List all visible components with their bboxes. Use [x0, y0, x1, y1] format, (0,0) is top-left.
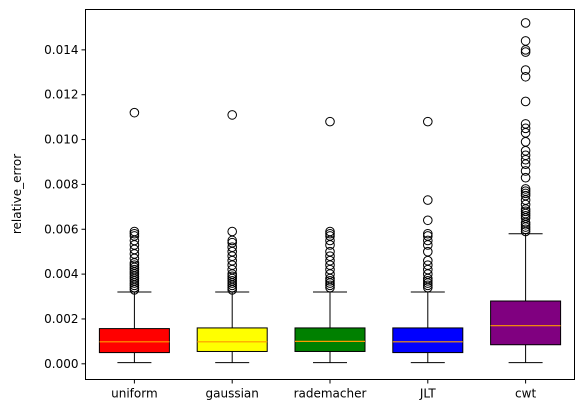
y-tick-label: 0.004: [44, 267, 78, 281]
outlier-point: [520, 36, 531, 46]
outlier-point: [520, 211, 531, 221]
outlier-point: [227, 226, 237, 237]
outlier-point: [520, 166, 531, 176]
outlier-point: [227, 235, 237, 246]
outlier-point: [423, 246, 433, 257]
outlier-point: [520, 65, 531, 75]
y-tick-label: 0.008: [44, 177, 78, 191]
outlier-point: [423, 235, 433, 246]
outlier-point: [520, 47, 531, 57]
outlier-point: [325, 226, 335, 237]
outlier-point: [423, 280, 433, 291]
outlier-point: [227, 276, 237, 286]
outlier-point: [227, 271, 237, 282]
outlier-point: [129, 264, 140, 275]
y-tick-label: 0.000: [44, 357, 78, 371]
outlier-point: [520, 188, 531, 199]
outlier-point: [325, 276, 335, 286]
y-tick-label: 0.006: [44, 222, 78, 236]
box-gaussian: [196, 110, 268, 364]
outlier-point: [520, 71, 531, 82]
outlier-point: [520, 224, 531, 235]
outlier-point: [227, 237, 237, 248]
y-tick-label: 0.012: [44, 88, 78, 102]
outlier-point: [129, 107, 140, 118]
x-tick-label: JLT: [419, 387, 437, 401]
box-body: [98, 328, 170, 354]
box-body: [196, 327, 268, 352]
outlier-point: [325, 228, 335, 239]
outlier-point: [227, 242, 237, 252]
outlier-point: [129, 226, 140, 237]
outlier-point: [423, 228, 433, 239]
outlier-point: [423, 260, 433, 270]
box-jlt: [392, 116, 464, 364]
x-tick-label: rademacher: [294, 387, 367, 401]
outlier-point: [520, 150, 531, 161]
y-axis-label: relative_error: [10, 154, 24, 234]
box-body: [294, 327, 366, 352]
outlier-point: [520, 186, 531, 196]
outlier-point: [520, 190, 531, 201]
outlier-point: [520, 137, 531, 147]
outlier-point: [423, 215, 433, 226]
outlier-point: [520, 184, 531, 194]
outlier-point: [520, 172, 531, 183]
box-uniform: [98, 107, 170, 364]
outlier-point: [520, 123, 531, 134]
x-tick-label: cwt: [515, 387, 536, 401]
outlier-point: [423, 195, 433, 205]
outlier-point: [325, 251, 335, 261]
outlier-point: [325, 280, 335, 291]
outlier-point: [423, 276, 433, 286]
outlier-point: [129, 228, 140, 239]
x-tick-label: gaussian: [206, 387, 259, 401]
box-cwt: [490, 18, 562, 364]
outlier-point: [423, 116, 433, 127]
outlier-point: [520, 18, 531, 28]
outlier-point: [325, 231, 335, 241]
outlier-point: [325, 246, 335, 257]
outlier-point: [520, 45, 531, 55]
outlier-point: [520, 119, 531, 129]
outlier-point: [325, 116, 335, 127]
y-tick-label: 0.010: [44, 133, 78, 147]
outlier-point: [520, 206, 531, 217]
outlier-point: [129, 260, 140, 270]
outlier-point: [520, 96, 531, 107]
box-rademacher: [294, 116, 366, 364]
outlier-point: [423, 231, 433, 241]
y-tick-label: 0.014: [44, 43, 78, 57]
outlier-point: [129, 231, 140, 241]
plot-layer: [98, 18, 562, 364]
x-tick-label: uniform: [111, 387, 158, 401]
box-body: [490, 300, 562, 346]
y-tick-label: 0.002: [44, 312, 78, 326]
box-body: [392, 327, 464, 354]
outlier-point: [227, 110, 237, 120]
